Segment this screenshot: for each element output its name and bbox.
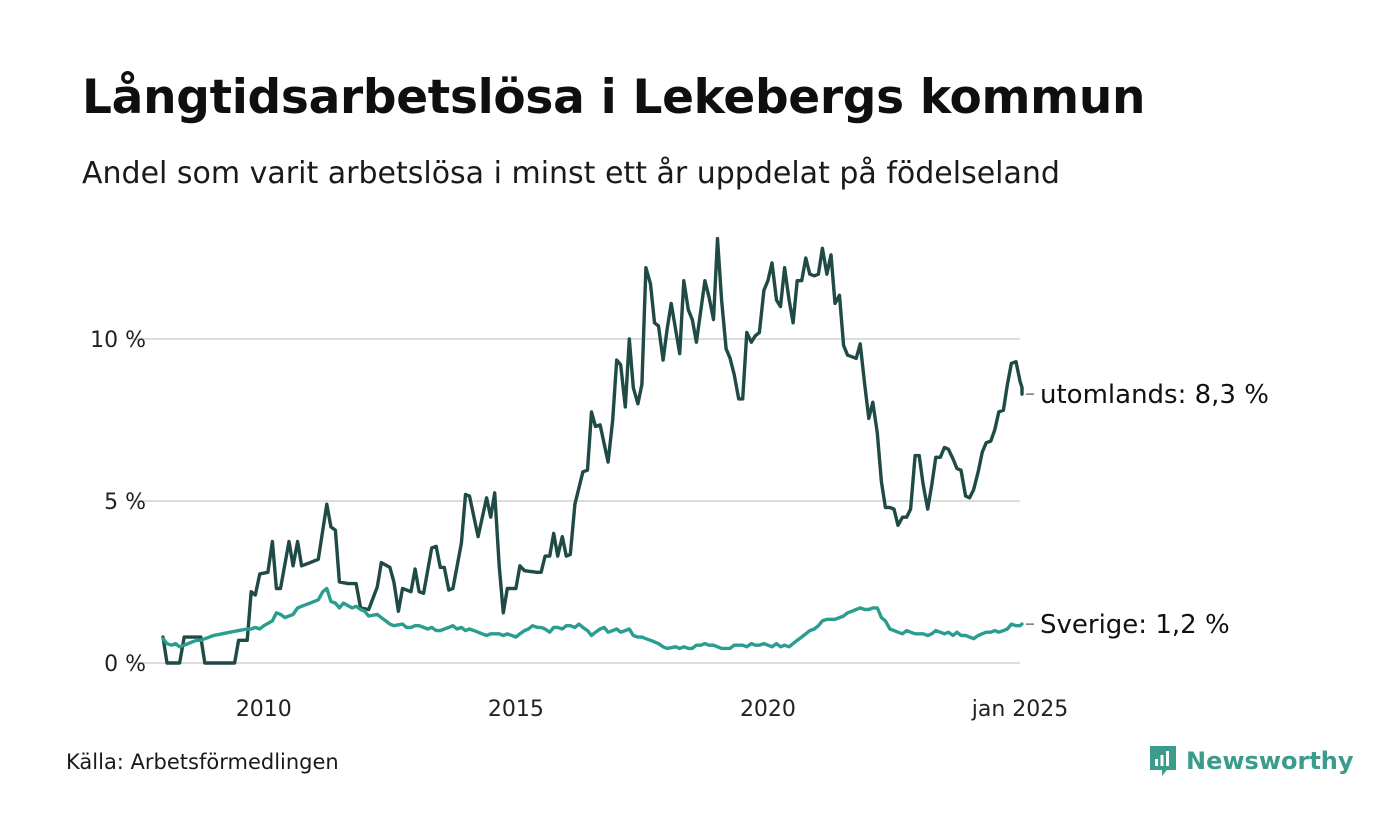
series-labels: utomlands: 8,3 % Sverige: 1,2 % (1026, 380, 1269, 640)
x-tick-label: 2020 (740, 697, 796, 722)
chart-title: Långtidsarbetslösa i Lekebergs kommun (82, 70, 1146, 125)
brand-logo[interactable]: Newsworthy (1148, 744, 1354, 778)
y-tick-label: 5 % (104, 490, 146, 515)
x-tick-label: 2015 (488, 697, 544, 722)
series-label-utomlands: utomlands: 8,3 % (1040, 380, 1269, 410)
series-line-Sverige (161, 586, 1024, 651)
newsworthy-logo-icon (1150, 746, 1176, 776)
x-axis-labels: 2010 2015 2020 jan 2025 (236, 697, 1068, 722)
line-chart: 0 % 5 % 10 % 2010 2015 2020 jan 2025 utomland… (90, 236, 1269, 722)
series-lines (161, 236, 1024, 665)
series-label-Sverige: Sverige: 1,2 % (1040, 610, 1230, 640)
y-axis-labels: 0 % 5 % 10 % (90, 328, 146, 677)
brand-name: Newsworthy (1186, 747, 1354, 775)
chart-subtitle: Andel som varit arbetslösa i minst ett å… (82, 156, 1060, 191)
y-tick-label: 0 % (104, 652, 146, 677)
source-note: Källa: Arbetsförmedlingen (66, 750, 339, 774)
series-line-utomlands (161, 236, 1024, 665)
x-tick-label: jan 2025 (971, 697, 1069, 722)
y-tick-label: 10 % (90, 328, 146, 353)
x-tick-label: 2010 (236, 697, 292, 722)
